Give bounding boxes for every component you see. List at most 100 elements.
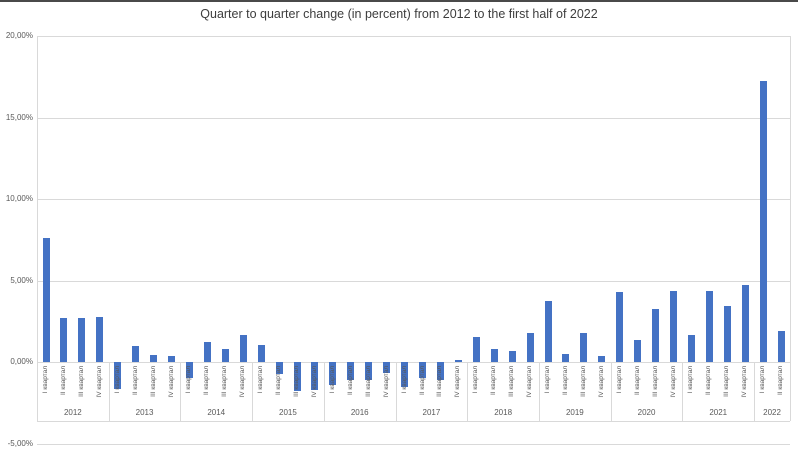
category-label: III квартал	[723, 366, 731, 397]
gridline-20	[37, 36, 790, 37]
category-label: II квартал	[777, 366, 784, 396]
category-label: IV квартал	[310, 366, 318, 398]
bar-2016-Q1	[329, 362, 337, 386]
bar-2019-Q4	[598, 355, 606, 363]
category-label: III квартал	[579, 366, 587, 397]
y-axis-tick-label: 20,00%	[5, 31, 33, 40]
category-label: I квартал	[328, 366, 336, 394]
bar-2019-Q1	[544, 301, 552, 363]
category-label: I квартал	[42, 366, 49, 394]
bar-2021-Q4	[741, 284, 749, 363]
category-label: II квартал	[203, 366, 211, 396]
year-separator	[754, 362, 756, 421]
category-label: III квартал	[364, 366, 372, 397]
category-label: II квартал	[59, 366, 67, 396]
bar-2014-Q2	[203, 342, 211, 363]
y-axis-tick-label: 0,00%	[10, 357, 33, 367]
year-label-2016: 2016	[350, 408, 369, 417]
bar-2016-Q2	[347, 362, 355, 381]
bar-2015-Q3	[293, 362, 301, 391]
bar-2018-Q4	[526, 333, 534, 363]
bar-2021-Q1	[687, 334, 695, 363]
category-label: IV квартал	[95, 366, 103, 398]
bar-2016-Q4	[383, 362, 391, 373]
bar-2018-Q3	[508, 351, 516, 363]
bar-2013-Q3	[150, 355, 157, 363]
bar-2014-Q3	[221, 348, 229, 363]
bar-2020-Q2	[634, 340, 642, 363]
year-separator	[539, 362, 540, 421]
category-label: II квартал	[346, 366, 354, 396]
category-label: I квартал	[113, 366, 121, 394]
category-label: IV квартал	[526, 366, 533, 398]
bar-2014-Q4	[239, 334, 247, 363]
gridline-15	[37, 117, 790, 119]
bar-2020-Q3	[652, 309, 659, 363]
bar-2017-Q4	[454, 360, 462, 363]
year-label-2018: 2018	[494, 408, 513, 417]
category-label: III квартал	[221, 366, 229, 397]
gridline-10	[37, 199, 790, 201]
bar-2012-Q4	[96, 316, 104, 363]
category-label: II квартал	[705, 366, 713, 396]
bar-2014-Q1	[185, 362, 193, 378]
year-separator	[467, 362, 469, 421]
year-label-2019: 2019	[565, 408, 584, 417]
year-separator	[395, 362, 397, 421]
category-label: I квартал	[472, 366, 480, 394]
year-separator	[252, 362, 254, 421]
category-label: III квартал	[436, 366, 444, 397]
bar-2020-Q4	[670, 291, 677, 363]
category-label: IV квартал	[239, 366, 247, 398]
year-separator	[180, 362, 182, 421]
gridline--5	[37, 444, 790, 445]
year-label-2017: 2017	[422, 408, 441, 417]
chart-title: Quarter to quarter change (in percent) f…	[200, 7, 598, 21]
year-label-2021: 2021	[709, 408, 728, 417]
category-label: I квартал	[400, 366, 408, 394]
bar-2012-Q2	[60, 317, 68, 363]
category-label: IV квартал	[382, 366, 390, 398]
y-axis-line	[37, 36, 38, 421]
bar-2022-Q1	[759, 80, 767, 363]
year-separator	[108, 362, 110, 421]
category-label: IV квартал	[167, 366, 175, 398]
bar-2012-Q1	[42, 238, 50, 363]
category-label: III квартал	[293, 366, 300, 397]
y-axis-tick-label: 10,00%	[5, 194, 33, 204]
bar-2019-Q2	[562, 354, 570, 363]
year-label-2013: 2013	[135, 408, 154, 417]
category-label: II квартал	[561, 366, 569, 396]
bar-2018-Q2	[490, 349, 498, 363]
category-label: II квартал	[633, 366, 641, 396]
year-separator	[682, 362, 684, 421]
category-label: I квартал	[544, 366, 551, 394]
category-label: III квартал	[149, 366, 157, 397]
plot-right-edge	[790, 36, 791, 421]
bar-2021-Q3	[723, 306, 731, 363]
bar-2017-Q3	[436, 362, 444, 381]
gridline-5	[37, 280, 790, 282]
window-top-edge	[0, 0, 798, 2]
year-label-2022: 2022	[763, 408, 781, 417]
category-label: IV квартал	[454, 366, 462, 398]
bar-2022-Q2	[777, 330, 785, 363]
category-label: I квартал	[185, 366, 193, 394]
category-label: II квартал	[131, 366, 139, 396]
category-label: IV квартал	[597, 366, 605, 398]
bar-2015-Q4	[311, 362, 319, 391]
year-label-2012: 2012	[63, 408, 82, 417]
year-label-2015: 2015	[279, 408, 297, 417]
year-separator	[610, 362, 612, 421]
category-label: I квартал	[615, 366, 623, 394]
bar-2012-Q3	[78, 318, 86, 363]
y-axis-tick-label: 5,00%	[10, 275, 33, 285]
category-label: IV квартал	[741, 366, 749, 398]
category-label: I квартал	[759, 366, 767, 394]
category-label: I квартал	[687, 366, 695, 394]
bar-2016-Q3	[365, 362, 373, 381]
bar-2021-Q2	[705, 291, 713, 363]
y-axis-tick-label: -5,00%	[7, 439, 33, 448]
bar-2017-Q2	[419, 362, 426, 378]
